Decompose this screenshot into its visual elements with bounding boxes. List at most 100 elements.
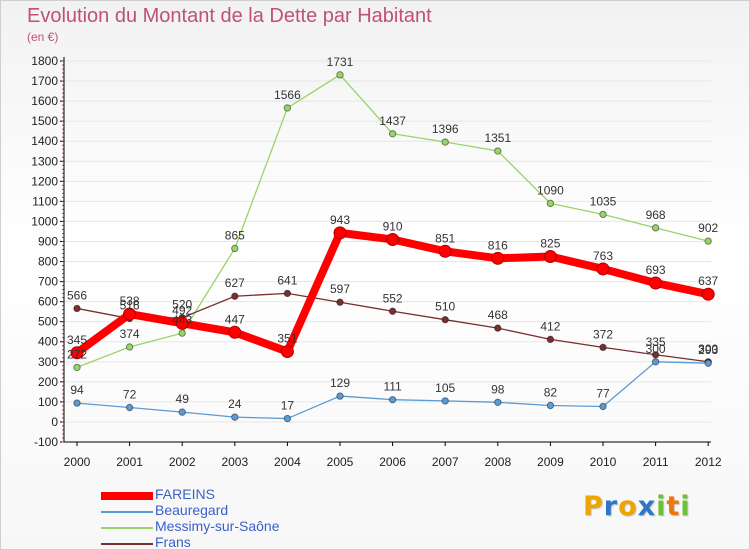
y-tick-label: 100	[38, 395, 58, 409]
data-label: 293	[698, 343, 718, 357]
data-point	[386, 232, 400, 246]
legend-swatch	[101, 511, 153, 513]
legend-label: Messimy-sur-Saône	[155, 518, 280, 534]
data-point	[228, 325, 242, 339]
data-point	[123, 307, 137, 321]
data-point	[388, 130, 397, 138]
data-label: 77	[596, 387, 610, 401]
data-label: 94	[70, 383, 84, 397]
x-tick-label: 2003	[221, 455, 248, 469]
data-point	[704, 359, 712, 367]
data-label: 910	[383, 219, 403, 233]
x-tick-label: 2008	[484, 455, 511, 469]
data-label: 412	[540, 319, 560, 333]
data-label: 641	[277, 273, 297, 287]
data-label: 105	[435, 381, 455, 395]
data-point	[438, 244, 452, 258]
data-label: 492	[172, 303, 192, 317]
data-point	[546, 199, 555, 208]
data-label: 443	[172, 313, 192, 327]
data-point	[596, 262, 610, 276]
data-label: 538	[120, 294, 140, 308]
data-label: 1731	[327, 55, 354, 69]
data-label: 693	[646, 263, 666, 277]
data-label: 351	[277, 332, 297, 346]
data-point	[336, 392, 344, 400]
chart-subtitle: (en €)	[27, 30, 59, 44]
data-point	[388, 307, 397, 315]
data-point	[599, 402, 607, 411]
legend-swatch	[101, 527, 153, 529]
data-point	[651, 351, 660, 359]
data-label: 943	[330, 213, 350, 227]
legend-label: Beauregard	[155, 502, 229, 518]
data-label: 1035	[590, 194, 617, 208]
y-tick-label: 0	[51, 415, 58, 429]
legend-label: Frans	[155, 534, 191, 550]
data-point	[441, 397, 449, 405]
data-point	[178, 408, 186, 416]
data-point	[651, 358, 660, 366]
data-label: 345	[67, 333, 87, 347]
data-point	[494, 398, 502, 406]
x-tick-label: 2005	[327, 455, 354, 469]
data-point	[125, 343, 134, 351]
data-label: 468	[488, 308, 508, 322]
y-tick-label: 1200	[31, 174, 58, 188]
data-label: 1351	[484, 131, 511, 145]
data-point	[336, 298, 344, 306]
y-tick-label: 1100	[32, 194, 58, 208]
proxiti-logo: Proxiti	[583, 491, 691, 522]
data-point	[231, 244, 239, 253]
y-tick-label: 500	[38, 315, 58, 329]
y-tick-label: 400	[38, 335, 58, 349]
data-label: 520	[172, 298, 192, 312]
data-point	[73, 304, 81, 313]
data-label: 129	[330, 376, 350, 390]
data-point	[543, 250, 557, 264]
y-tick-label: -100	[34, 435, 58, 449]
data-point	[701, 287, 715, 301]
data-label: 24	[228, 397, 242, 411]
logo-letter: t	[666, 491, 681, 522]
data-point	[283, 289, 292, 298]
data-point	[283, 414, 292, 423]
data-label: 49	[176, 392, 190, 406]
data-point	[231, 292, 239, 300]
data-point	[441, 315, 449, 324]
data-label: 825	[540, 237, 560, 251]
data-label: 72	[123, 388, 137, 402]
data-point	[280, 345, 294, 359]
data-label: 335	[646, 335, 666, 349]
data-label: 968	[646, 208, 666, 222]
x-tick-label: 2001	[116, 455, 143, 469]
x-tick-label: 2002	[169, 455, 196, 469]
x-tick-label: 2006	[379, 455, 406, 469]
data-point	[494, 324, 502, 332]
data-point	[73, 399, 81, 407]
data-point	[599, 343, 607, 352]
y-tick-label: 900	[38, 234, 58, 248]
y-tick-label: 1700	[31, 74, 58, 88]
x-tick-label: 2009	[537, 455, 564, 469]
data-label: 851	[435, 231, 455, 245]
data-point	[336, 71, 344, 79]
x-tick-label: 2000	[64, 455, 91, 469]
x-tick-label: 2004	[274, 455, 301, 469]
y-tick-label: 1400	[31, 134, 58, 148]
chart-title: Evolution du Montant de la Dette par Hab…	[27, 5, 432, 27]
y-tick-label: 800	[38, 255, 58, 269]
logo-letter: i	[656, 491, 667, 522]
data-label: 597	[330, 282, 350, 296]
data-label: 372	[593, 327, 613, 341]
legend-swatch	[101, 492, 153, 500]
data-label: 1566	[274, 88, 301, 102]
x-tick-label: 2012	[695, 455, 722, 469]
data-label: 510	[435, 300, 455, 314]
legend-swatch	[101, 543, 153, 545]
data-point	[175, 316, 189, 330]
data-point	[125, 403, 134, 412]
data-point	[704, 237, 712, 245]
data-point	[441, 138, 449, 146]
